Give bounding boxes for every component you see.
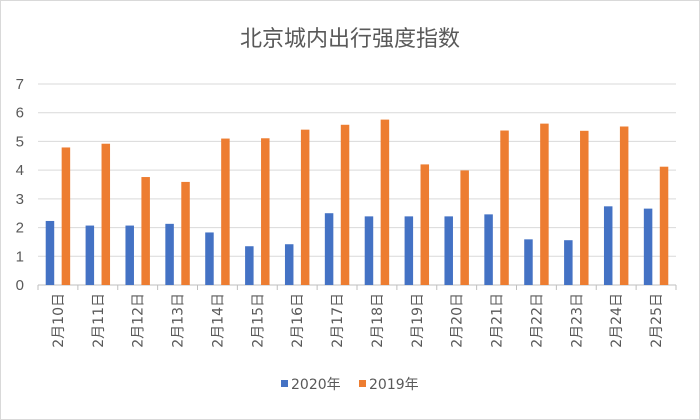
x-category-label: 2月25日 [649,293,665,348]
bar-2020 [564,240,573,285]
bar-2019 [300,129,310,285]
y-axis-ticks: 0 1 2 3 4 5 6 7 [16,76,24,294]
legend: 2020年 2019年 [281,377,419,393]
bar-2019 [221,138,230,285]
legend-swatch-2020 [281,380,288,387]
bar-2020 [364,216,374,285]
x-category-label: 2月12日 [131,293,147,348]
bar-2020 [643,208,653,285]
chart-title: 北京城内出行强度指数 [240,27,460,52]
bar-2020 [603,206,613,285]
x-category-label: 2月21日 [490,293,506,348]
x-category-label: 2月18日 [370,293,386,348]
bar-2019 [181,181,190,285]
x-axis-categories: 2月10日 2月11日 2月12日 2月13日 2月14日 2月15日 2月16日 2月17日… [37,285,677,348]
bar-2019 [61,147,71,285]
bar-2020 [324,213,334,285]
bar-2020 [245,246,254,285]
y-tick-label: 1 [16,248,24,265]
bar-2020 [484,214,493,285]
bar-2019 [261,138,270,285]
bar-2020 [404,216,414,285]
bar-2020 [444,216,453,285]
bar-2020 [45,220,55,285]
legend-swatch-2019 [359,380,366,387]
bar-2019 [580,130,589,285]
x-category-label: 2月19日 [410,293,426,348]
bar-2019 [340,124,350,285]
bar-2020 [284,244,294,285]
y-tick-label: 6 [16,105,24,122]
bar-2019 [380,119,390,285]
y-tick-label: 0 [16,277,24,294]
bar-2019 [659,166,669,285]
y-tick-label: 3 [16,191,24,208]
bars [45,119,669,285]
x-category-label: 2月14日 [210,293,226,348]
legend-label-2020: 2020年 [291,377,341,393]
y-tick-label: 5 [16,133,24,150]
x-category-label: 2月20日 [450,293,466,348]
bar-2019 [540,123,549,285]
bar-2020 [85,225,95,285]
x-category-label: 2月23日 [569,293,585,348]
y-tick-label: 7 [16,76,24,93]
x-category-label: 2月11日 [91,293,107,348]
bar-2020 [205,232,214,285]
y-tick-label: 4 [16,162,24,179]
bar-2019 [460,170,469,285]
bar-2020 [165,223,174,285]
bar-2020 [125,225,134,285]
x-category-label: 2月13日 [171,293,187,348]
y-tick-label: 2 [16,220,24,237]
x-category-label: 2月22日 [529,293,545,348]
bar-2019 [101,143,111,285]
x-category-label: 2月17日 [330,293,346,348]
bar-2019 [500,130,509,285]
bar-2020 [524,239,533,285]
x-category-label: 2月10日 [51,293,67,348]
x-category-label: 2月24日 [609,293,625,348]
bar-2019 [420,164,430,285]
x-category-label: 2月16日 [290,293,306,348]
bar-2019 [141,177,150,285]
legend-label-2019: 2019年 [369,377,419,393]
bar-2019 [619,126,629,285]
x-category-label: 2月15日 [250,293,266,348]
